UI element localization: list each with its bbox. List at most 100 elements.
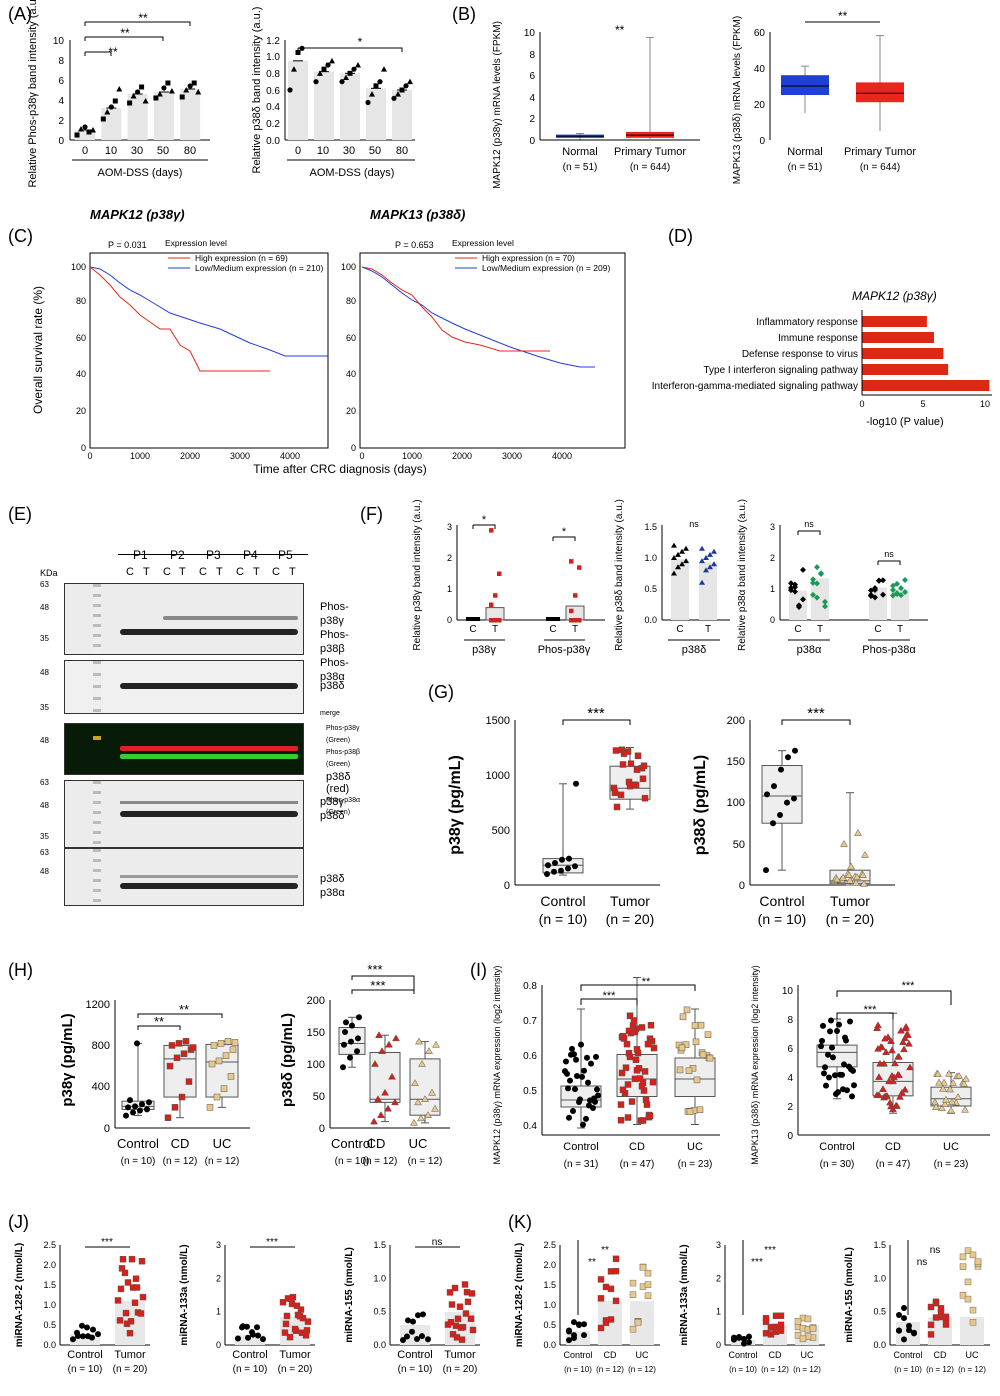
point bbox=[130, 93, 137, 99]
point bbox=[629, 1325, 637, 1333]
d-category-label-2: Defense response to virus bbox=[742, 349, 858, 360]
svg-text:(n = 51): (n = 51) bbox=[563, 162, 598, 173]
point bbox=[403, 83, 409, 89]
d-category-label-1: Immune response bbox=[778, 333, 858, 344]
point bbox=[74, 132, 80, 138]
panel-b-right-chart: MAPK13 (p38δ) mRNA levels (FPKM) 0 20 40… bbox=[732, 9, 916, 184]
svg-text:0: 0 bbox=[351, 443, 356, 453]
point bbox=[791, 795, 797, 802]
svg-text:(n = 23): (n = 23) bbox=[678, 1159, 713, 1170]
point bbox=[640, 762, 648, 769]
point bbox=[878, 1043, 886, 1051]
f-point bbox=[810, 579, 816, 586]
box bbox=[930, 1086, 972, 1107]
point bbox=[592, 1098, 598, 1105]
point bbox=[935, 1078, 943, 1086]
point bbox=[231, 1039, 239, 1046]
f-point bbox=[703, 555, 709, 560]
point bbox=[411, 1079, 419, 1086]
point bbox=[414, 1336, 420, 1343]
bar bbox=[70, 1334, 100, 1345]
point bbox=[632, 781, 640, 789]
point bbox=[947, 1106, 955, 1114]
svg-text:MAPK13 (p38δ) mRNA levels (FPK: MAPK13 (p38δ) mRNA levels (FPKM) bbox=[732, 16, 743, 184]
point bbox=[153, 95, 159, 101]
ytick: 1.5 bbox=[873, 1240, 886, 1250]
ytick: 2.0 bbox=[543, 1260, 556, 1270]
d-bar-0 bbox=[862, 316, 927, 327]
point bbox=[410, 1118, 418, 1126]
svg-text:Control: Control bbox=[759, 893, 804, 909]
point bbox=[839, 873, 847, 881]
f-point bbox=[872, 585, 878, 592]
point bbox=[804, 1315, 812, 1323]
point bbox=[384, 1104, 392, 1112]
point bbox=[685, 1067, 693, 1075]
svg-text:40: 40 bbox=[346, 369, 356, 379]
svg-text:0: 0 bbox=[739, 880, 745, 892]
group-label: UC bbox=[801, 1350, 814, 1360]
svg-text:(n = 20): (n = 20) bbox=[606, 911, 655, 927]
f-point bbox=[880, 577, 886, 584]
point bbox=[639, 775, 647, 783]
svg-text:p38δ: p38δ bbox=[682, 644, 706, 656]
svg-text:p38γ: p38γ bbox=[472, 644, 496, 656]
svg-text:Control: Control bbox=[540, 893, 585, 909]
box-1 bbox=[856, 82, 904, 103]
point bbox=[400, 1336, 406, 1343]
svg-text:2: 2 bbox=[447, 553, 452, 563]
group-label: CD bbox=[604, 1350, 617, 1360]
point bbox=[385, 1040, 393, 1048]
svg-text:150: 150 bbox=[307, 1027, 325, 1039]
point bbox=[901, 1336, 907, 1343]
point bbox=[255, 1332, 261, 1339]
panel-label-i: (I) bbox=[470, 960, 487, 980]
svg-text:0.8: 0.8 bbox=[523, 981, 537, 992]
point bbox=[746, 1333, 752, 1340]
sig: *** bbox=[266, 1237, 278, 1248]
svg-text:8: 8 bbox=[529, 50, 535, 61]
point bbox=[578, 1041, 584, 1048]
svg-text:T: T bbox=[897, 624, 903, 635]
svg-text:(n = 12): (n = 12) bbox=[363, 1156, 398, 1167]
group-label: Control bbox=[563, 1350, 592, 1360]
svg-text:400: 400 bbox=[92, 1081, 110, 1093]
svg-text:4000: 4000 bbox=[552, 451, 572, 461]
point bbox=[222, 1052, 230, 1060]
point bbox=[195, 89, 202, 95]
svg-text:1200: 1200 bbox=[86, 999, 110, 1011]
svg-text:Control: Control bbox=[819, 1141, 854, 1153]
point bbox=[583, 1115, 589, 1122]
point bbox=[906, 1322, 912, 1329]
point bbox=[281, 1329, 289, 1336]
svg-text:0: 0 bbox=[81, 443, 86, 453]
svg-text:Phos-p38α: Phos-p38α bbox=[862, 644, 916, 656]
point bbox=[969, 1306, 977, 1314]
svg-text:(n = 47): (n = 47) bbox=[876, 1159, 911, 1170]
f-point bbox=[497, 571, 502, 576]
point bbox=[955, 1072, 963, 1079]
svg-text:0.8: 0.8 bbox=[266, 69, 280, 80]
point bbox=[391, 95, 397, 101]
point bbox=[617, 1116, 625, 1124]
point bbox=[428, 1088, 436, 1096]
point bbox=[208, 1060, 216, 1068]
svg-text:MAPK13 (p38δ) mRNA expression: MAPK13 (p38δ) mRNA expression (log2 inte… bbox=[750, 965, 760, 1165]
group-n: (n = 12) bbox=[958, 1365, 986, 1374]
point bbox=[602, 1319, 610, 1326]
point bbox=[767, 1324, 775, 1331]
point bbox=[313, 79, 319, 85]
point bbox=[124, 1279, 132, 1286]
point bbox=[939, 1084, 947, 1092]
f-point bbox=[679, 548, 685, 554]
point bbox=[388, 1072, 396, 1080]
point bbox=[80, 1333, 86, 1340]
svg-text:0: 0 bbox=[529, 136, 535, 147]
point bbox=[244, 1323, 250, 1330]
point bbox=[828, 1017, 834, 1024]
point bbox=[133, 1284, 141, 1291]
point bbox=[851, 1082, 857, 1089]
point bbox=[187, 83, 193, 89]
panel-a-left-chart: Relative Phos-p38γ band intensity (a.u.)… bbox=[27, 0, 210, 188]
